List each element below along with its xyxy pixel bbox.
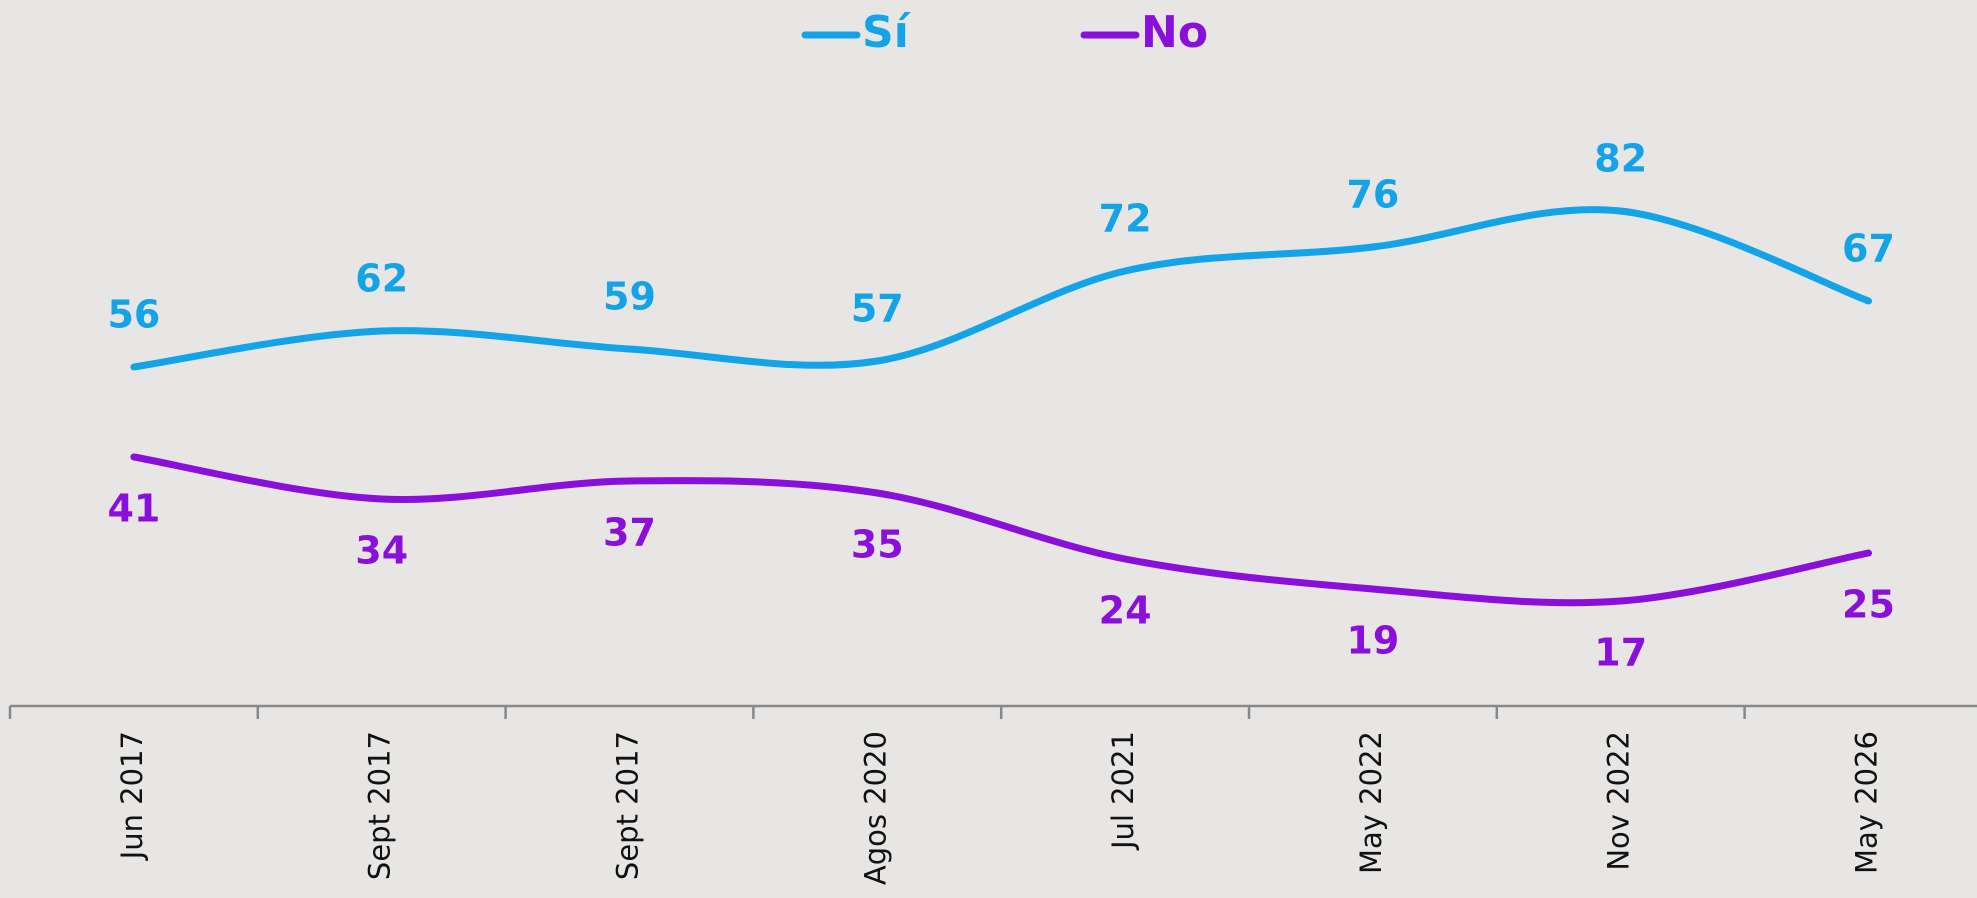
data-label: 34: [355, 529, 408, 573]
data-label: 41: [107, 487, 160, 531]
data-label: 35: [851, 523, 904, 567]
data-label: 67: [1842, 227, 1895, 271]
x-tick-label: Jun 2017: [115, 731, 149, 861]
data-label: 62: [355, 257, 408, 301]
data-label: 17: [1594, 631, 1647, 675]
data-label: 82: [1594, 137, 1647, 181]
data-label: 25: [1842, 583, 1895, 627]
data-label: 57: [851, 287, 904, 331]
x-tick-label: Agos 2020: [858, 731, 892, 885]
line: [130, 206, 1872, 371]
data-label: 19: [1346, 619, 1399, 663]
x-tick-label: Nov 2022: [1602, 731, 1636, 871]
x-tick-label: Sept 2017: [363, 731, 397, 880]
x-tick-label: May 2022: [1354, 731, 1388, 874]
x-tick-label: Sept 2017: [611, 731, 645, 880]
line: [130, 453, 1872, 607]
data-label: 37: [603, 511, 656, 555]
data-label: 76: [1346, 173, 1399, 217]
data-label: 59: [603, 275, 656, 319]
x-tick-label: May 2026: [1850, 731, 1884, 874]
data-label: 24: [1099, 589, 1152, 633]
x-tick-label: Jul 2021: [1106, 731, 1140, 851]
legend-label: No: [1141, 7, 1208, 58]
data-label: 72: [1099, 197, 1152, 241]
legend-label: Sí: [862, 7, 912, 58]
data-label: 56: [107, 293, 160, 337]
